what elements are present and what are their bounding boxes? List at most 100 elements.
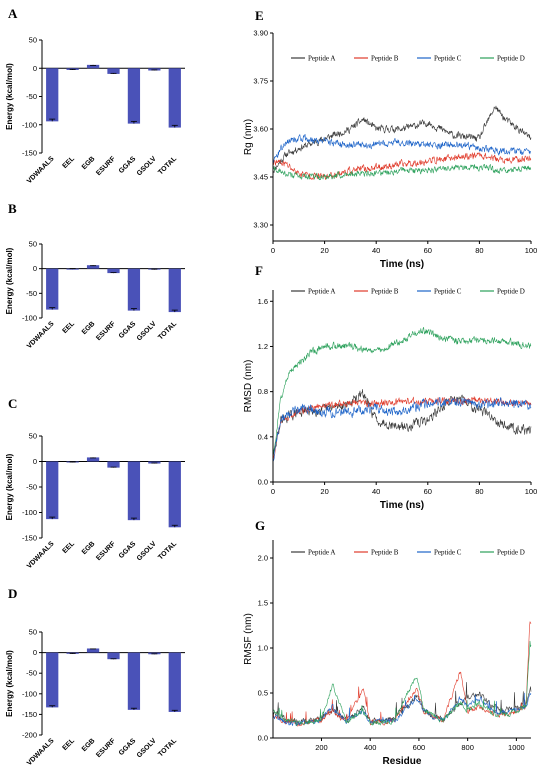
x-tick-label: 0 bbox=[271, 246, 275, 255]
bar bbox=[148, 652, 161, 655]
bar bbox=[46, 652, 59, 708]
series-line bbox=[272, 682, 532, 726]
x-tick-label: 40 bbox=[372, 487, 380, 496]
line-panel-e: E 3.30 3.45 3.60 3.75 3.90 0 20 40 60 80 100 Time (n… bbox=[243, 8, 537, 270]
x-tick-label: 60 bbox=[424, 487, 432, 496]
y-tick-label: 0 bbox=[33, 64, 37, 73]
category-label: TOTAL bbox=[157, 320, 179, 342]
category-label: GSOLV bbox=[136, 540, 158, 562]
y-tick-label: 3.75 bbox=[253, 77, 268, 86]
y-tick-label: 1.5 bbox=[258, 599, 268, 608]
bar bbox=[107, 461, 120, 468]
panel-label: A bbox=[8, 6, 18, 21]
category-label: EEL bbox=[61, 540, 76, 555]
legend-label: Peptide C bbox=[434, 288, 462, 296]
x-tick-label: 400 bbox=[364, 743, 377, 752]
bar bbox=[127, 268, 141, 311]
legend-label: Peptide B bbox=[371, 288, 399, 296]
line-panels: E 3.30 3.45 3.60 3.75 3.90 0 20 40 60 80 100 Time (n… bbox=[243, 8, 537, 767]
y-tick-label: 0 bbox=[33, 648, 37, 657]
series-line bbox=[272, 105, 532, 173]
bar-panel-d: D -200 -150 -100 -50 0 50 Energy (kcal/mol) VDWA… bbox=[5, 586, 185, 767]
x-tick-label: 20 bbox=[320, 246, 328, 255]
bar-panel-b: B -100 -50 0 50 Energy (kcal/mol) VDWAALS EEL EG… bbox=[5, 201, 185, 350]
legend: Peptide A Peptide B Peptide C Peptide D bbox=[291, 549, 525, 557]
panel-label: C bbox=[8, 396, 17, 411]
bar bbox=[46, 68, 59, 122]
bar bbox=[86, 457, 100, 462]
series-line bbox=[272, 164, 532, 181]
legend-label: Peptide C bbox=[434, 549, 462, 557]
y-tick-label: -150 bbox=[22, 710, 37, 719]
y-tick-label: 3.60 bbox=[253, 125, 268, 134]
legend-label: Peptide C bbox=[434, 55, 462, 63]
legend-label: Peptide B bbox=[371, 549, 399, 557]
bar bbox=[86, 648, 100, 653]
y-tick-label: -50 bbox=[26, 483, 37, 492]
legend-label: Peptide D bbox=[497, 288, 525, 296]
y-tick-label: -100 bbox=[22, 689, 37, 698]
category-label: GGAS bbox=[118, 155, 138, 175]
series-line bbox=[272, 640, 532, 726]
line-panel-g: G 0.0 0.5 1.0 1.5 2.0 200 400 600 800 1000 Residue R… bbox=[243, 518, 532, 767]
legend: Peptide A Peptide B Peptide C Peptide D bbox=[291, 288, 525, 296]
category-label: TOTAL bbox=[157, 737, 179, 759]
legend-label: Peptide D bbox=[497, 55, 525, 63]
x-tick-label: 80 bbox=[475, 487, 483, 496]
x-tick-label: 60 bbox=[424, 246, 432, 255]
x-tick-label: 200 bbox=[315, 743, 328, 752]
legend: Peptide A Peptide B Peptide C Peptide D bbox=[291, 55, 525, 63]
bar-panel-c: C -150 -100 -50 0 50 Energy (kcal/mol) VDWAALS E… bbox=[5, 396, 185, 570]
y-axis-label: Rg (nm) bbox=[243, 119, 254, 155]
y-tick-label: 50 bbox=[29, 240, 37, 249]
bar-panel-a: A -150 -100 -50 0 50 Energy (kcal/mol) VDWAALS E… bbox=[5, 6, 185, 185]
y-tick-label: 50 bbox=[29, 36, 37, 45]
bar bbox=[127, 68, 141, 124]
y-tick-label: 0 bbox=[33, 457, 37, 466]
series-line bbox=[272, 621, 532, 727]
legend-label: Peptide A bbox=[308, 288, 335, 296]
y-tick-label: -200 bbox=[22, 731, 37, 740]
y-tick-label: -50 bbox=[26, 289, 37, 298]
category-label: ESURF bbox=[95, 737, 117, 759]
panel-label: G bbox=[255, 518, 265, 533]
bar bbox=[127, 461, 141, 521]
category-label: EGB bbox=[81, 320, 97, 336]
y-tick-label: -50 bbox=[26, 92, 37, 101]
y-tick-label: 50 bbox=[29, 628, 37, 637]
x-tick-label: 100 bbox=[525, 246, 538, 255]
category-label: EEL bbox=[61, 320, 76, 335]
bar bbox=[66, 268, 79, 270]
category-label: ESURF bbox=[95, 540, 117, 562]
category-label: EGB bbox=[81, 737, 97, 753]
category-label: GGAS bbox=[118, 320, 138, 340]
legend-label: Peptide D bbox=[497, 549, 525, 557]
bar bbox=[86, 64, 100, 69]
bar bbox=[148, 68, 161, 71]
category-label: GGAS bbox=[118, 540, 138, 560]
bar-panels: A -150 -100 -50 0 50 Energy (kcal/mol) VDWAALS E… bbox=[5, 6, 185, 767]
x-tick-label: 800 bbox=[461, 743, 474, 752]
series-line bbox=[272, 396, 532, 463]
bar bbox=[86, 265, 100, 269]
y-tick-label: 2.0 bbox=[258, 554, 268, 563]
bar bbox=[168, 652, 181, 712]
x-tick-label: 40 bbox=[372, 246, 380, 255]
y-tick-label: -150 bbox=[22, 149, 37, 158]
y-tick-label: -100 bbox=[22, 120, 37, 129]
series-line bbox=[272, 327, 532, 458]
y-axis-label: Energy (kcal/mol) bbox=[5, 453, 14, 520]
category-label: VDWAALS bbox=[26, 540, 56, 570]
category-label: EGB bbox=[81, 155, 97, 171]
x-tick-label: 0 bbox=[271, 487, 275, 496]
line-panel-f: F 0.0 0.4 0.8 1.2 1.6 0 20 40 60 80 100 Time (ns) RMS… bbox=[243, 263, 537, 511]
category-label: VDWAALS bbox=[26, 320, 56, 350]
series-line bbox=[272, 692, 532, 727]
legend-label: Peptide B bbox=[371, 55, 399, 63]
category-label: ESURF bbox=[95, 155, 117, 177]
y-tick-label: 3.30 bbox=[253, 221, 268, 230]
series-line bbox=[272, 397, 532, 462]
y-tick-label: 1.0 bbox=[258, 644, 268, 653]
panel-label: B bbox=[8, 201, 17, 216]
